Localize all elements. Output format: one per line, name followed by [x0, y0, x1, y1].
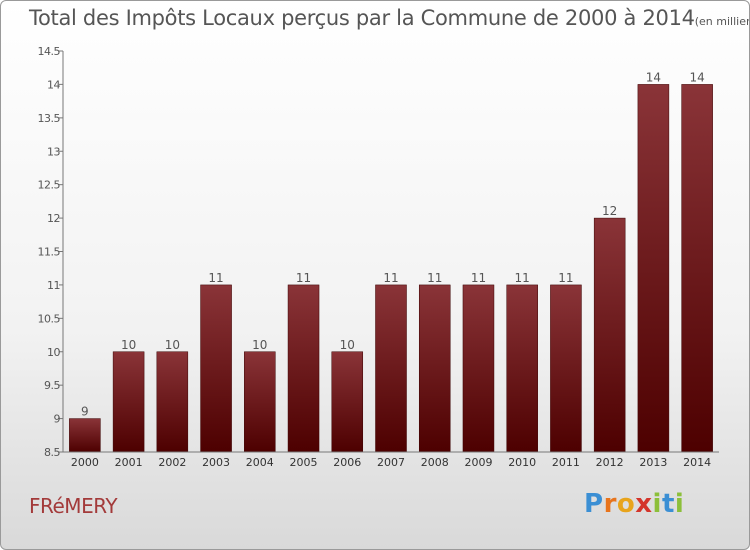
bar-2009 [462, 284, 495, 453]
logo-letter: i [674, 489, 685, 519]
data-label-2012: 12 [602, 204, 617, 218]
y-axis: 8.5 9 9.5 10 10.5 11 11.5 12 12.5 13 13.5 14 14.5 [38, 45, 64, 459]
bar-2005 [287, 284, 320, 453]
y-tick-label: 9 [54, 413, 61, 426]
bar-2004 [244, 351, 276, 453]
data-label-2010: 11 [515, 271, 530, 285]
y-tick-label: 12 [47, 212, 60, 225]
bar-2003 [200, 284, 232, 453]
data-label-2007: 11 [383, 271, 398, 285]
y-tick-label: 9.5 [44, 379, 60, 392]
x-tick-label-2004: 2004 [246, 456, 274, 469]
data-label-2002: 10 [165, 338, 180, 352]
chart-title-text: Total des Impôts Locaux perçus par la Co… [29, 6, 695, 30]
data-label-2008: 11 [427, 271, 442, 285]
logo-letter: x [635, 489, 653, 519]
x-tick-label-2013: 2013 [639, 456, 667, 469]
data-label-2013: 14 [646, 70, 661, 84]
y-tick-label: 14.5 [38, 45, 61, 58]
bar-2007 [375, 284, 407, 453]
x-tick-label-2008: 2008 [421, 456, 449, 469]
data-label-2004: 10 [252, 338, 267, 352]
x-tick-label-2005: 2005 [290, 456, 318, 469]
chart-subtitle: (en milliers d'€) [694, 15, 749, 28]
x-tick-label-2000: 2000 [71, 456, 99, 469]
y-tick-label: 10 [47, 346, 60, 359]
y-tick-label: 14 [47, 78, 60, 91]
y-tick-label: 13 [47, 145, 60, 158]
x-tick-label-2014: 2014 [683, 456, 711, 469]
commune-name: FRéMERY [29, 494, 118, 518]
logo-letter: i [652, 489, 662, 519]
data-label-2000: 9 [81, 405, 89, 419]
data-label-2003: 11 [208, 271, 223, 285]
data-label-2014: 14 [689, 70, 704, 84]
data-label-2005: 11 [296, 271, 311, 285]
bar-2011 [550, 284, 582, 453]
y-tick-label: 12.5 [38, 179, 61, 192]
x-tick-label-2011: 2011 [552, 456, 580, 469]
bar-2012 [593, 217, 626, 453]
proxiti-logo: Proxiti [584, 489, 684, 519]
x-axis: 2000 2001 2002 2003 2004 2005 2006 2007 2008 2009… [63, 451, 719, 469]
x-tick-label-2012: 2012 [596, 456, 624, 469]
bars: 9 10 10 11 10 11 10 11 11 11 11 11 12 14 14 [69, 70, 713, 453]
chart-title: Total des Impôts Locaux perçus par la Co… [29, 6, 749, 30]
logo-letter: r [603, 489, 617, 519]
bar-2006 [331, 351, 364, 453]
data-label-2009: 11 [471, 271, 486, 285]
y-tick-label: 11 [47, 279, 60, 292]
logo-letter: o [616, 489, 636, 519]
x-tick-label-2002: 2002 [158, 456, 186, 469]
y-tick-label: 10.5 [38, 312, 61, 325]
x-tick-label-2009: 2009 [464, 456, 492, 469]
bar-2010 [506, 284, 538, 453]
bar-2000 [69, 418, 101, 453]
data-label-2011: 11 [558, 271, 573, 285]
x-tick-label-2006: 2006 [333, 456, 361, 469]
logo-letter: t [661, 489, 675, 519]
data-label-2001: 10 [121, 338, 136, 352]
y-tick-label: 11.5 [38, 246, 61, 259]
y-tick-label: 13.5 [38, 112, 61, 125]
x-tick-label-2001: 2001 [115, 456, 143, 469]
bar-2014 [681, 84, 713, 453]
bar-2008 [418, 284, 451, 453]
bar-2001 [112, 351, 145, 453]
x-tick-label-2010: 2010 [508, 456, 536, 469]
data-label-2006: 10 [340, 338, 355, 352]
x-tick-label-2003: 2003 [202, 456, 230, 469]
x-tick-label-2007: 2007 [377, 456, 405, 469]
y-tick-label: 8.5 [44, 446, 60, 459]
bar-2013 [637, 84, 670, 453]
bar-2002 [156, 351, 189, 453]
logo-letter: P [584, 489, 604, 519]
